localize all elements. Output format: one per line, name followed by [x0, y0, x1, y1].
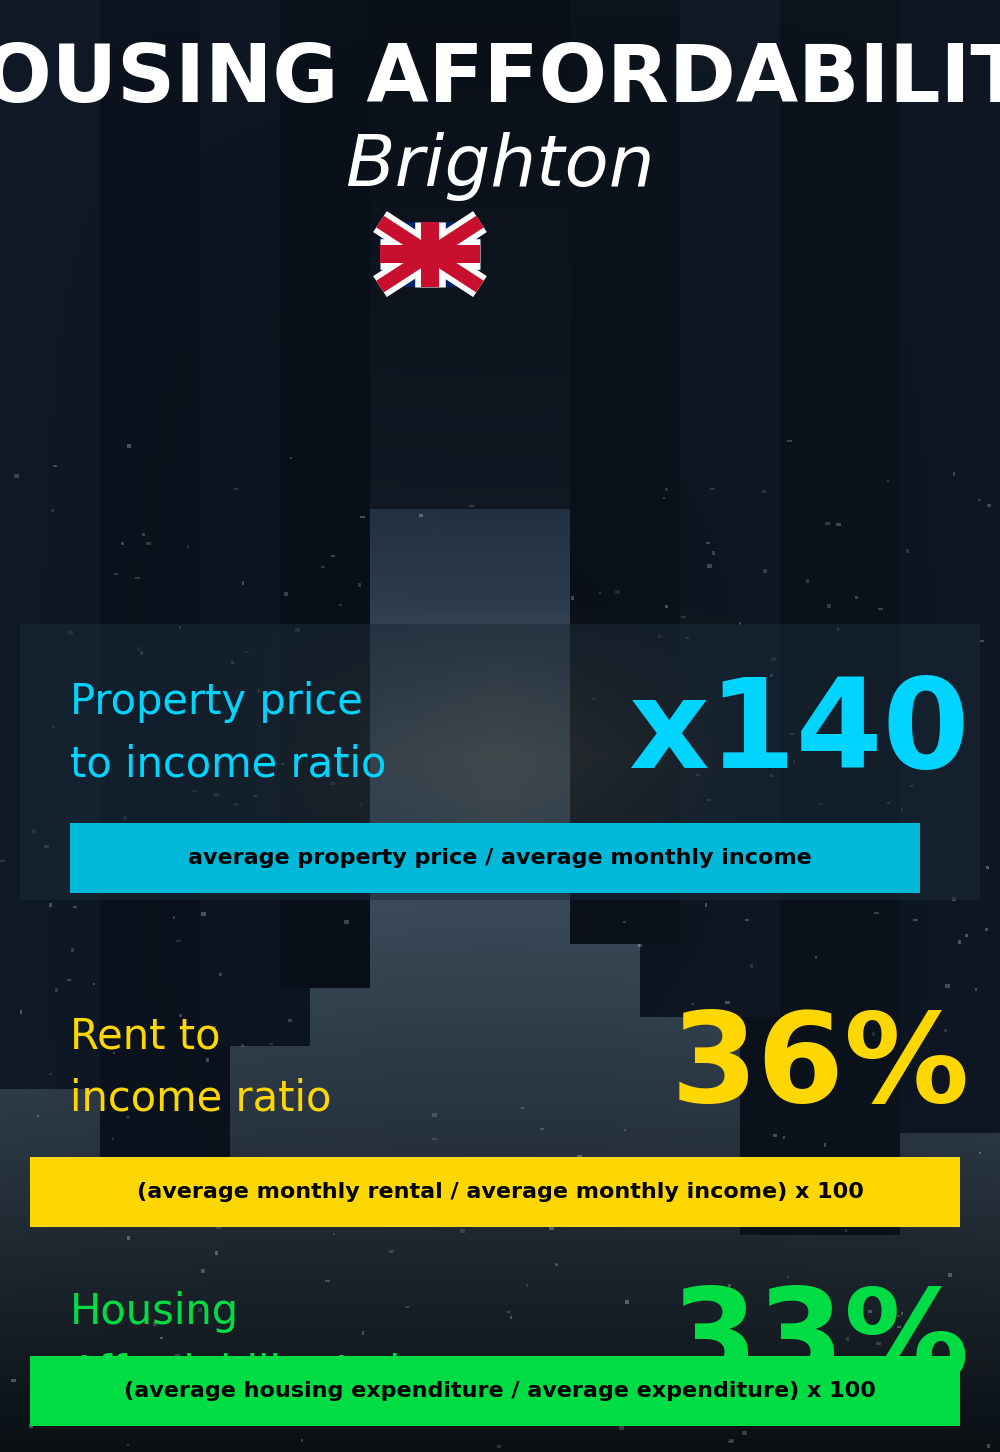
FancyBboxPatch shape [30, 1356, 960, 1426]
Text: HOUSING AFFORDABILITY: HOUSING AFFORDABILITY [0, 41, 1000, 119]
Text: Housing
Affordability Index: Housing Affordability Index [70, 1291, 450, 1395]
Text: Rent to
income ratio: Rent to income ratio [70, 1015, 331, 1119]
FancyBboxPatch shape [20, 624, 980, 900]
Text: (average monthly rental / average monthly income) x 100: (average monthly rental / average monthl… [137, 1182, 863, 1202]
Text: 36%: 36% [671, 1006, 970, 1128]
FancyBboxPatch shape [30, 1157, 960, 1227]
Text: 33%: 33% [671, 1282, 970, 1404]
Text: Property price
to income ratio: Property price to income ratio [70, 681, 386, 786]
Text: x140: x140 [629, 672, 970, 794]
Text: Brighton: Brighton [345, 132, 655, 202]
FancyBboxPatch shape [380, 222, 480, 286]
FancyBboxPatch shape [70, 823, 920, 893]
Text: average property price / average monthly income: average property price / average monthly… [188, 848, 812, 868]
Text: (average housing expenditure / average expenditure) x 100: (average housing expenditure / average e… [124, 1381, 876, 1401]
